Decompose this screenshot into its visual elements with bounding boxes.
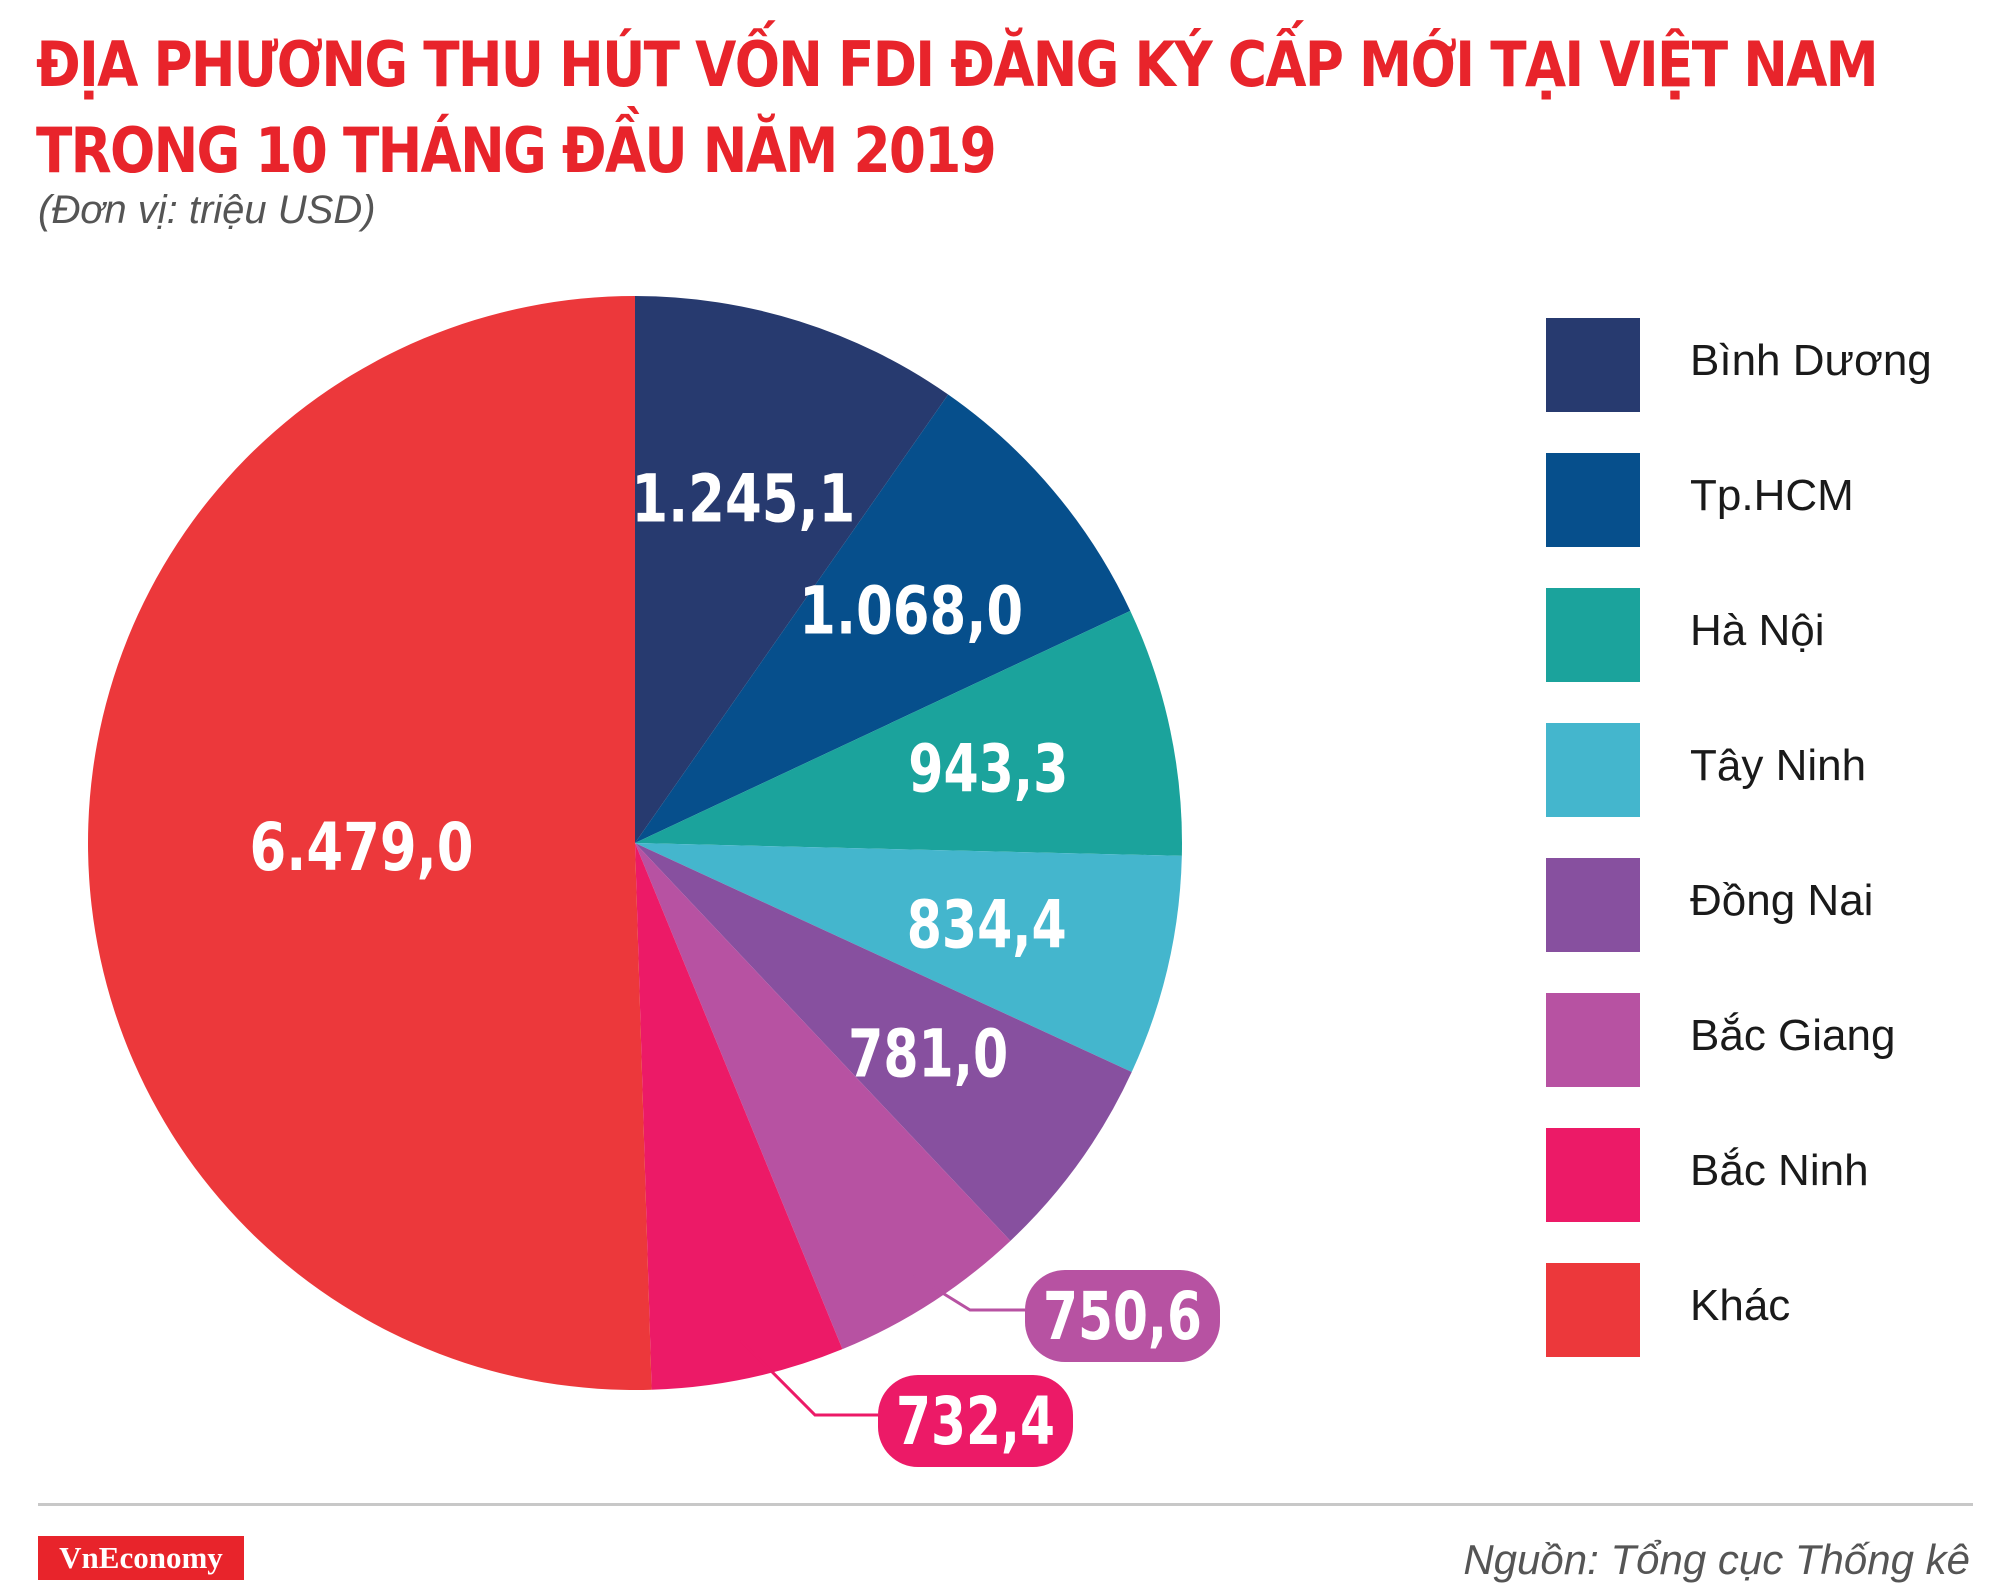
legend-swatch [1546,1263,1640,1357]
legend-item: Bắc Ninh [1546,1128,1986,1222]
legend-swatch [1546,723,1640,817]
legend-label: Đồng Nai [1690,876,1874,925]
legend-item: Bắc Giang [1546,993,1986,1087]
legend-item: Bình Dương [1546,318,1986,412]
pie-slice [635,610,1182,856]
pie-slice [88,296,652,1390]
pie-chart: 750,6 732,4 1.245,1 1.068,0 943,3 834,4 781,0… [88,296,1220,1467]
legend-item: Khác [1546,1263,1986,1357]
pie-slice [635,843,1182,1073]
legend-label: Hà Nội [1690,606,1825,655]
footer-divider [38,1503,1973,1506]
legend-item: Hà Nội [1546,588,1986,682]
slice-value-label: 750,6 [1043,1278,1202,1355]
slice-value-label: 1.245,1 [631,461,855,538]
legend-label: Bắc Giang [1690,1011,1896,1060]
brand-logo: VnEconomy [38,1536,244,1580]
chart-title-line-2: TRONG 10 THÁNG ĐẦU NĂM 2019 [36,114,997,187]
slice-value-label: 6.479,0 [250,809,474,886]
callout-box [878,1375,1073,1467]
pie-slice [635,843,1132,1241]
chart-title: ĐỊA PHƯƠNG THU HÚT VỐN FDI ĐĂNG KÝ CẤP M… [36,22,1879,194]
legend-label: Bình Dương [1690,336,1932,385]
slice-labels: 1.245,1 1.068,0 943,3 834,4 781,0 6.479,0 [250,461,1069,1093]
legend-swatch [1546,318,1640,412]
legend-item: Đồng Nai [1546,858,1986,952]
callout-line [739,1339,878,1417]
slice-value-label: 943,3 [908,731,1068,808]
callout-labels: 750,6 732,4 [739,1270,1220,1467]
legend-swatch [1546,453,1640,547]
slice-value-label: 781,0 [848,1016,1008,1093]
unit-subtitle: (Đơn vị: triệu USD) [38,188,376,232]
callout-line [912,1273,1025,1312]
legend-swatch [1546,588,1640,682]
legend-swatch [1546,993,1640,1087]
callout-box [1025,1270,1220,1362]
chart-title-line-1: ĐỊA PHƯƠNG THU HÚT VỐN FDI ĐĂNG KÝ CẤP M… [36,28,1879,101]
pie-slice [635,843,843,1390]
source-note: Nguồn: Tổng cục Thống kê [1463,1536,1970,1583]
legend-label: Tây Ninh [1690,741,1867,790]
legend-label: Khác [1690,1281,1791,1330]
legend-label: Bắc Ninh [1690,1146,1869,1195]
pie-slice [635,394,1131,843]
legend-item: Tp.HCM [1546,453,1986,547]
legend-label: Tp.HCM [1690,471,1854,520]
slice-value-label: 1.068,0 [799,572,1023,649]
legend-swatch [1546,858,1640,952]
pie-slice [635,296,949,843]
pie-slices [88,296,1182,1390]
pie-slice [635,843,1011,1350]
slice-value-label: 732,4 [896,1383,1055,1460]
legend-swatch [1546,1128,1640,1222]
legend-item: Tây Ninh [1546,723,1986,817]
slice-value-label: 834,4 [907,887,1067,964]
